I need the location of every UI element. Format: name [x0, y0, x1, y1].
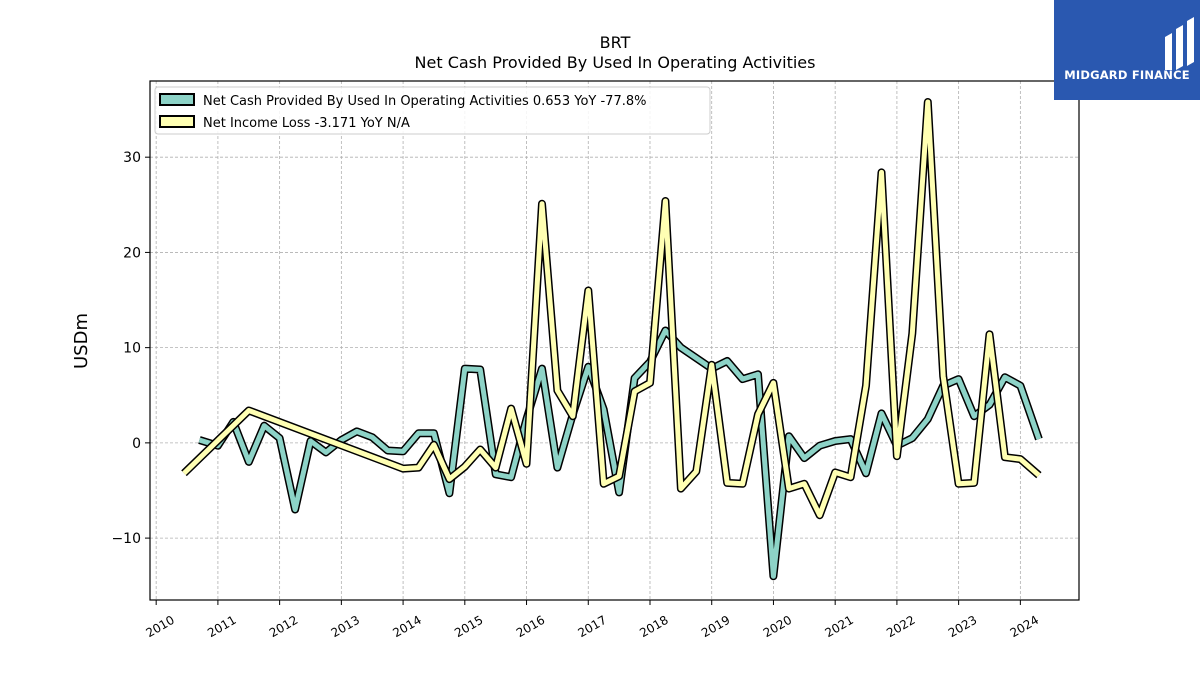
- x-tick-label: 2014: [390, 613, 423, 640]
- y-tick-label: 10: [123, 341, 141, 357]
- x-tick-label: 2012: [267, 613, 300, 640]
- legend: Net Cash Provided By Used In Operating A…: [154, 86, 711, 135]
- legend-label-1: Net Cash Provided By Used In Operating A…: [203, 94, 646, 109]
- logo-text: MIDGARD FINANCE: [1064, 68, 1190, 82]
- series-2-line: [182, 99, 1041, 518]
- x-tick-label: 2023: [946, 613, 979, 640]
- brand-logo: MIDGARD FINANCE: [1054, 0, 1200, 100]
- legend-box: [154, 86, 711, 135]
- y-tick-label: −10: [111, 531, 141, 547]
- x-tick-label: 2018: [637, 613, 670, 640]
- y-axis-label: USDm: [71, 313, 92, 369]
- logo-mark-icon: [1165, 17, 1194, 70]
- x-tick-label: 2022: [884, 613, 917, 640]
- y-tick-label: 20: [123, 245, 141, 261]
- series-lines: [181, 98, 1043, 581]
- plot-frame: [149, 80, 1080, 601]
- x-tick-label: 2021: [822, 613, 855, 640]
- chart-subtitle: Net Cash Provided By Used In Operating A…: [415, 53, 816, 72]
- x-tick-label: 2011: [205, 613, 238, 640]
- chart-title: BRT: [600, 33, 631, 52]
- x-tick-label: 2015: [452, 613, 485, 640]
- x-tick-label: 2016: [514, 613, 547, 640]
- y-tick-label: 30: [123, 150, 141, 166]
- series-1-line: [198, 328, 1042, 579]
- x-tick-label: 2010: [143, 613, 176, 640]
- legend-label-2: Net Income Loss -3.171 YoY N/A: [203, 116, 410, 131]
- legend-swatch-1: [159, 93, 195, 106]
- y-tick-label: 0: [132, 436, 141, 452]
- x-tick-label: 2017: [576, 613, 609, 640]
- grid: [150, 81, 1079, 600]
- x-tick-label: 2019: [699, 613, 732, 640]
- legend-swatch-2: [159, 115, 195, 128]
- x-tick-label: 2020: [761, 613, 794, 640]
- x-tick-label: 2024: [1008, 613, 1041, 640]
- x-tick-label: 2013: [329, 613, 362, 640]
